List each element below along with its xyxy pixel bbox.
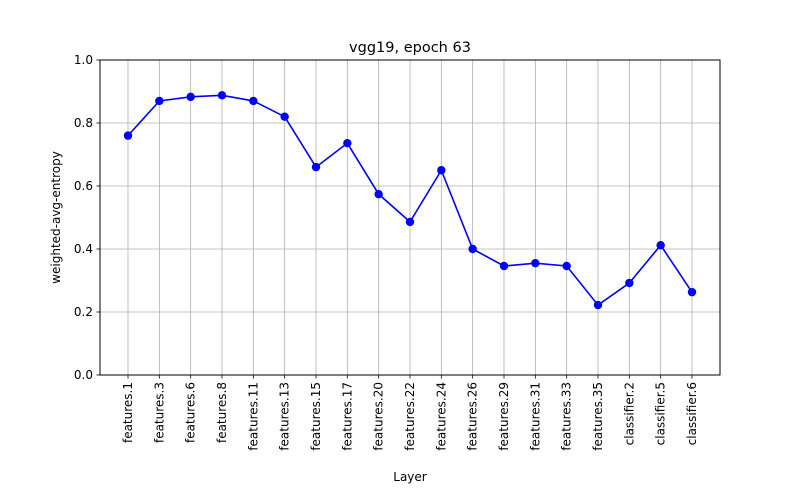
y-axis-title: weighted-avg-entropy <box>49 151 63 284</box>
x-tick-label: classifier.5 <box>654 382 668 445</box>
x-tick-label: features.33 <box>560 382 574 451</box>
data-point <box>499 261 509 271</box>
x-tick-label: features.8 <box>215 382 229 443</box>
data-point <box>468 244 477 254</box>
x-tick-label: classifier.6 <box>685 382 699 445</box>
y-tick-label: 0.6 <box>74 179 93 193</box>
x-tick-label: features.29 <box>497 382 511 451</box>
x-tick-label: features.13 <box>278 382 292 451</box>
y-tick-label: 0.4 <box>74 242 93 256</box>
x-tick-label: features.11 <box>246 382 260 451</box>
data-point <box>531 258 540 268</box>
data-point <box>562 261 571 271</box>
y-tick-label: 1.0 <box>74 53 93 67</box>
x-tick-label: features.26 <box>466 382 480 451</box>
data-point <box>280 112 289 121</box>
data-point <box>656 241 665 250</box>
data-point <box>123 131 133 140</box>
x-tick-label: features.31 <box>528 382 542 451</box>
x-tick-label: classifier.2 <box>622 382 636 445</box>
data-point <box>311 162 321 172</box>
data-point <box>217 91 227 100</box>
y-tick-label: 0.2 <box>74 305 93 319</box>
data-point <box>625 278 634 288</box>
x-tick-label: features.24 <box>434 382 448 451</box>
tick-layer: features.1 features.3 features.6 features.8… <box>74 53 699 451</box>
series-layer <box>123 91 697 310</box>
data-point <box>186 92 195 102</box>
data-point <box>405 217 415 227</box>
data-point <box>155 96 164 106</box>
x-tick-label: features.1 <box>121 382 135 443</box>
y-tick-label: 0.0 <box>74 368 93 382</box>
y-tick-label: 0.8 <box>74 116 93 130</box>
x-tick-label: features.3 <box>152 382 166 443</box>
data-point <box>687 287 697 297</box>
x-tick-label: features.6 <box>184 382 198 443</box>
data-point <box>593 300 603 310</box>
x-axis-title: Layer <box>393 470 427 484</box>
x-tick-label: features.22 <box>403 382 417 451</box>
x-tick-label: features.20 <box>372 382 386 451</box>
chart-title: vgg19, epoch 63 <box>349 40 471 56</box>
x-tick-label: features.15 <box>309 382 323 451</box>
x-tick-label: features.17 <box>340 382 354 451</box>
data-point <box>343 138 352 148</box>
x-tick-label: features.35 <box>591 382 605 451</box>
data-point <box>374 189 383 199</box>
data-point <box>249 96 258 106</box>
data-point <box>437 166 446 175</box>
